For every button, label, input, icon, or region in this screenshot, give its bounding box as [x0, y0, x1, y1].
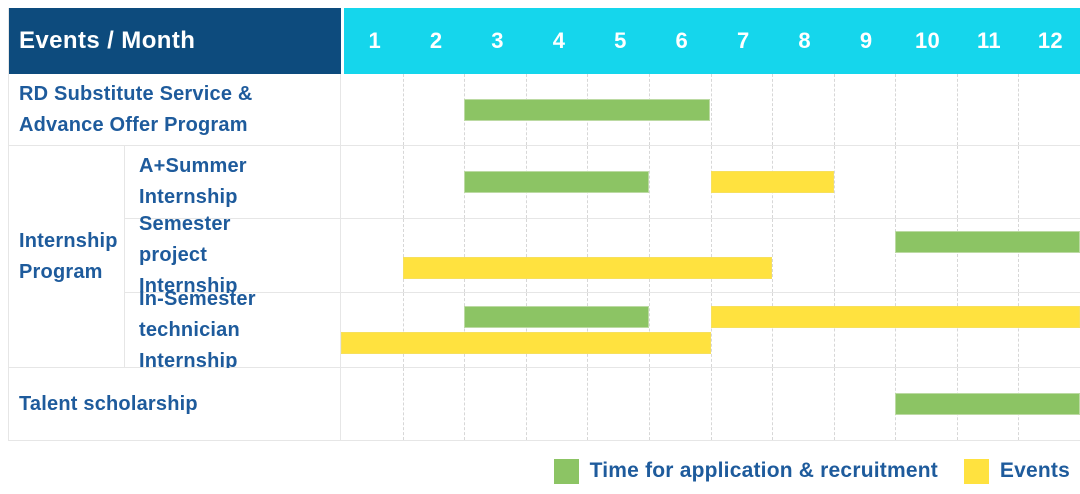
month-gridline: [895, 219, 897, 292]
month-gridline: [525, 219, 527, 292]
month-gridline: [772, 74, 774, 145]
timeline-row-a-plus-summer: [341, 146, 1080, 219]
month-gridline: [648, 219, 650, 292]
event-bar: [402, 256, 773, 279]
month-gridline: [464, 293, 466, 367]
legend: Time for application & recruitment Event…: [553, 456, 1070, 486]
month-gridline: [402, 368, 404, 440]
row-label-semester-project: Semester project Internship: [125, 213, 341, 297]
month-gridline: [1018, 146, 1020, 218]
month-gridline: [710, 293, 712, 367]
month-gridline: [895, 293, 897, 367]
timeline-row-in-semester-technician: [341, 293, 1080, 368]
month-gridline: [402, 74, 404, 145]
month-gridline: [833, 293, 835, 367]
legend-item-events: Events: [963, 458, 1070, 484]
month-label-6: 6: [675, 28, 689, 53]
event-bar: [341, 331, 711, 354]
recruitment-bar: [895, 393, 1080, 415]
month-label-9: 9: [859, 28, 873, 53]
timeline-row-rd-substitute: [341, 74, 1080, 146]
month-label-8: 8: [798, 28, 811, 53]
month-label-2: 2: [429, 28, 443, 53]
legend-item-recruitment: Time for application & recruitment: [553, 458, 938, 484]
month-gridline: [1018, 293, 1020, 367]
month-label-11: 11: [977, 28, 1001, 53]
row-label-talent-scholarship: Talent scholarship: [9, 368, 341, 441]
month-gridline: [833, 146, 835, 218]
legend-swatch-recruitment-icon: [553, 458, 579, 484]
month-gridline: [464, 219, 466, 292]
row-label-in-semester-technician: In-Semester technician Internship: [125, 288, 341, 372]
recruitment-bar: [464, 171, 649, 193]
month-gridline: [402, 293, 404, 367]
month-gridline: [710, 368, 712, 440]
row-label-rd-substitute: RD Substitute Service & Advance Offer Pr…: [9, 74, 341, 146]
month-gridline: [956, 293, 958, 367]
month-gridline: [956, 74, 958, 145]
month-header-row: 1 2 3 4 5 6 7 8 9 10 11 12: [341, 8, 1080, 74]
event-bar: [710, 171, 834, 193]
month-gridline: [833, 219, 835, 292]
month-gridline: [464, 368, 466, 440]
row-group-internship-program: Internship Program: [9, 146, 125, 368]
legend-label-events: Events: [999, 459, 1070, 482]
month-gridline: [587, 368, 589, 440]
month-gridline: [772, 219, 774, 292]
legend-label-recruitment: Time for application & recruitment: [589, 459, 938, 482]
recruitment-bar: [895, 231, 1080, 254]
month-label-7: 7: [736, 28, 750, 53]
row-label-a-plus-summer: A+Summer Internship: [125, 146, 341, 219]
month-gridline: [525, 368, 527, 440]
month-label-5: 5: [614, 28, 627, 53]
month-gridline: [648, 146, 650, 218]
month-gridline: [648, 368, 650, 440]
month-gridline: [402, 146, 404, 218]
month-gridline: [710, 74, 712, 145]
month-gridline: [833, 74, 835, 145]
events-month-table: Events / Month 1 2 3 4 5 6 7 8 9 10 11 12 RD Substi…: [8, 8, 1080, 441]
month-gridline: [895, 146, 897, 218]
month-gridline: [402, 219, 404, 292]
month-gridline: [1018, 74, 1020, 145]
month-label-3: 3: [491, 28, 504, 53]
timeline-row-semester-project: [341, 219, 1080, 293]
legend-swatch-events-icon: [963, 458, 989, 484]
month-gridline: [525, 293, 527, 367]
month-gridline: [956, 219, 958, 292]
table-corner-header: Events / Month: [9, 8, 341, 74]
month-gridline: [772, 368, 774, 440]
month-label-1: 1: [368, 28, 381, 53]
month-gridline: [587, 219, 589, 292]
month-gridline: [833, 368, 835, 440]
month-label-10: 10: [914, 28, 941, 53]
recruitment-bar: [464, 98, 711, 121]
month-gridline: [1018, 219, 1020, 292]
event-bar: [710, 305, 1080, 328]
timeline-row-talent-scholarship: [341, 368, 1080, 441]
recruitment-bar: [464, 305, 649, 328]
month-gridline: [895, 74, 897, 145]
month-gridline: [587, 293, 589, 367]
month-label-4: 4: [552, 28, 566, 53]
month-gridline: [772, 293, 774, 367]
month-gridline: [648, 293, 650, 367]
month-label-12: 12: [1037, 28, 1063, 53]
month-gridline: [710, 219, 712, 292]
month-gridline: [956, 146, 958, 218]
